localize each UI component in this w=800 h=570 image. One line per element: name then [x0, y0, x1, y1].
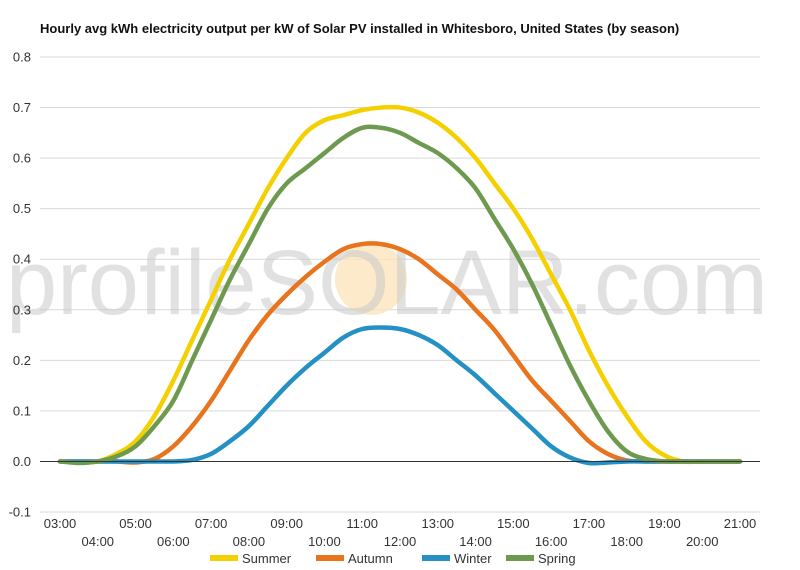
x-tick-label: 11:00	[346, 516, 378, 531]
legend[interactable]: Summer Autumn Winter Spring	[210, 551, 576, 566]
x-tick-label: 17:00	[573, 516, 606, 531]
x-tick-label: 09:00	[270, 516, 303, 531]
x-tick-label: 07:00	[195, 516, 228, 531]
x-tick-label: 18:00	[610, 534, 643, 549]
chart-title: Hourly avg kWh electricity output per kW…	[40, 21, 679, 36]
legend-item-spring[interactable]: Spring	[506, 551, 576, 566]
legend-label: Spring	[538, 551, 576, 566]
series-line-summer[interactable]	[57, 104, 743, 465]
legend-label: Summer	[242, 551, 292, 566]
x-tick-label: 20:00	[686, 534, 719, 549]
y-tick-label: 0.5	[13, 201, 31, 216]
y-tick-label: 0.8	[13, 50, 31, 65]
x-tick-label: 04:00	[82, 534, 115, 549]
legend-label: Winter	[454, 551, 492, 566]
series-line-winter[interactable]	[57, 325, 743, 466]
legend-swatch	[210, 555, 238, 561]
y-tick-label: 0.6	[13, 151, 31, 166]
x-tick-label: 14:00	[459, 534, 492, 549]
x-tick-label: 12:00	[384, 534, 417, 549]
y-tick-label: 0.4	[13, 252, 31, 267]
y-tick-label: 0.7	[13, 100, 31, 115]
x-tick-label: 16:00	[535, 534, 568, 549]
legend-swatch	[506, 555, 534, 561]
x-tick-label: 13:00	[422, 516, 455, 531]
y-tick-label: -0.1	[9, 505, 31, 520]
x-tick-label: 10:00	[308, 534, 341, 549]
x-tick-label: 19:00	[648, 516, 681, 531]
legend-label: Autumn	[348, 551, 393, 566]
x-tick-label: 15:00	[497, 516, 530, 531]
watermark-text: profileSOLAR.com	[6, 232, 768, 334]
watermark-sun-icon	[335, 243, 407, 315]
legend-item-summer[interactable]: Summer	[210, 551, 292, 566]
legend-swatch	[422, 555, 450, 561]
x-tick-label: 08:00	[233, 534, 266, 549]
x-tick-label: 06:00	[157, 534, 190, 549]
series-line-spring[interactable]	[57, 124, 743, 466]
x-tick-label: 21:00	[724, 516, 757, 531]
x-tick-label: 05:00	[119, 516, 152, 531]
x-tick-label: 03:00	[44, 516, 77, 531]
y-tick-label: 0.1	[13, 403, 31, 418]
legend-item-autumn[interactable]: Autumn	[316, 551, 393, 566]
axis-layer: -0.1 0.0 0.1 0.2 0.3 0.4 0.5 0.6 0.7 0.8 03:00 04:0…	[9, 50, 760, 549]
legend-item-winter[interactable]: Winter	[422, 551, 492, 566]
y-tick-label: 0.2	[13, 353, 31, 368]
y-tick-label: 0.0	[13, 454, 31, 469]
y-tick-label: 0.3	[13, 302, 31, 317]
watermark: profileSOLAR.com	[6, 232, 768, 334]
legend-swatch	[316, 555, 344, 561]
